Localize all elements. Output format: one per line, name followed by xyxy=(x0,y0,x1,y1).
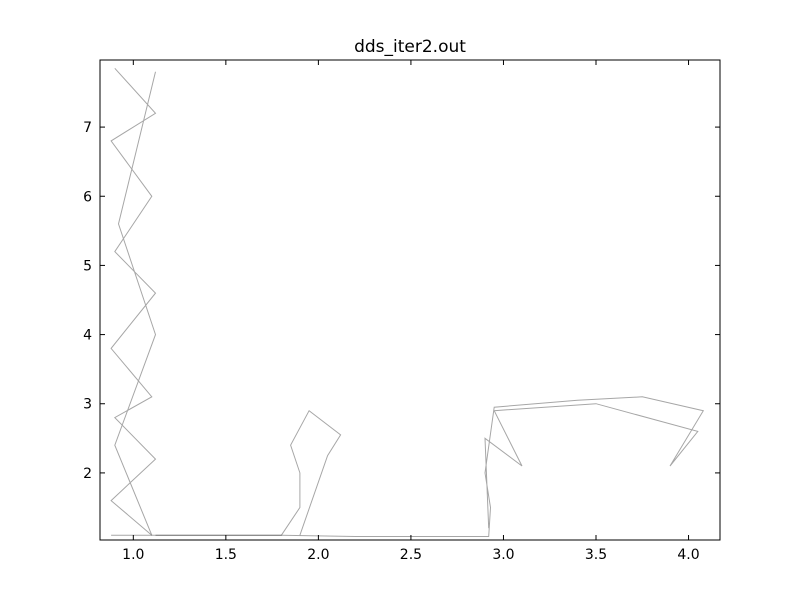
x-axis: 1.0 1.5 2.0 2.5 3.0 3.5 4.0 xyxy=(122,60,700,563)
trace-layer xyxy=(110,67,705,537)
y-axis: 2 3 4 5 6 7 xyxy=(83,120,720,482)
x-tick-label: 1.0 xyxy=(122,547,144,563)
y-tick-label: 5 xyxy=(83,258,92,274)
chart-title: dds_iter2.out xyxy=(354,37,466,57)
y-tick-label: 3 xyxy=(83,397,92,413)
y-tick-label: 7 xyxy=(83,120,92,136)
x-tick-label: 3.5 xyxy=(585,547,607,563)
x-tick-label: 1.5 xyxy=(215,547,237,563)
y-tick-label: 6 xyxy=(83,189,92,205)
series-line-2 xyxy=(110,67,157,536)
x-tick-label: 2.0 xyxy=(307,547,329,563)
plot-frame xyxy=(99,59,721,541)
x-tick-label: 2.5 xyxy=(400,547,422,563)
series-line-3 xyxy=(155,409,342,536)
series-line-1 xyxy=(111,396,705,537)
x-tick-label: 3.0 xyxy=(492,547,514,563)
x-tick-label: 4.0 xyxy=(677,547,699,563)
y-tick-label: 2 xyxy=(83,466,92,482)
y-tick-label: 4 xyxy=(83,328,92,344)
